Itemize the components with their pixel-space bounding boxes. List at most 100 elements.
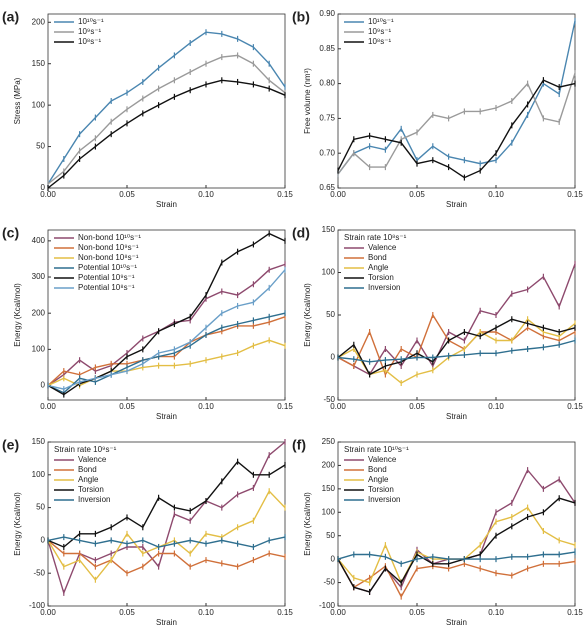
x-tick-label: 0.15 (277, 608, 293, 617)
x-tick-label: 0.05 (119, 608, 135, 617)
y-axis-label: Energy (Kcal/mol) (13, 283, 22, 347)
legend-label: Angle (368, 475, 389, 484)
series-line (47, 316, 286, 387)
legend-label: Potential 10¹⁰s⁻¹ (78, 263, 137, 272)
legend-label: Angle (78, 475, 99, 484)
plot-frame (337, 13, 576, 189)
series-line (337, 20, 576, 175)
legend-label: 10⁹s⁻¹ (368, 27, 392, 36)
series-line (337, 506, 576, 585)
x-tick-label: 0.05 (409, 402, 425, 411)
legend-label: Non-bond 10⁹s⁻¹ (78, 243, 139, 252)
series-line (47, 269, 286, 390)
y-tick-label: 100 (32, 100, 46, 109)
legend-label: 10¹⁰s⁻¹ (368, 17, 394, 26)
x-tick-label: 0.00 (330, 402, 346, 411)
series-line (47, 536, 286, 548)
x-axis-label: Strain (156, 200, 177, 209)
y-axis-label: Energy (Kcal/mol) (303, 283, 312, 347)
x-tick-label: 0.05 (409, 190, 425, 199)
series-line (47, 31, 286, 185)
series-line (47, 339, 286, 387)
legend-label: Inversion (78, 495, 110, 504)
legend-label: Bond (368, 253, 387, 262)
y-tick-label: 200 (32, 308, 46, 317)
y-tick-label: 0 (41, 183, 46, 192)
x-tick-label: 0.15 (277, 190, 293, 199)
legend-title: Strain rate 10¹⁰s⁻¹ (344, 445, 409, 454)
x-tick-label: 0.00 (40, 608, 56, 617)
y-tick-label: -100 (29, 601, 46, 610)
series-line (337, 558, 576, 599)
series-line (337, 72, 576, 175)
y-tick-label: 400 (32, 236, 46, 245)
y-tick-label: 0 (41, 381, 46, 390)
y-tick-label: 0.85 (319, 44, 335, 53)
series-line (47, 263, 286, 387)
y-tick-label: 200 (32, 17, 46, 26)
y-tick-label: -50 (33, 568, 45, 577)
x-tick-label: 0.10 (488, 190, 504, 199)
legend-label: Potential 10⁹s⁻¹ (78, 273, 135, 282)
y-tick-label: 100 (32, 470, 46, 479)
legend-label: Angle (368, 263, 389, 272)
legend-label: Torsion (368, 485, 394, 494)
y-axis-label: Stress (MPa) (13, 77, 22, 124)
plot-frame (47, 13, 286, 189)
plot-frame (337, 441, 576, 607)
x-axis-label: Strain (446, 412, 467, 421)
legend-label: 10⁸s⁻¹ (368, 37, 391, 46)
series-line (337, 313, 576, 377)
x-tick-label: 0.15 (567, 608, 583, 617)
legend-title: Strain rate 10⁸s⁻¹ (344, 233, 407, 242)
series-line (47, 441, 286, 596)
y-axis-label: Energy (Kcal/mol) (303, 492, 312, 556)
series-line (47, 54, 286, 185)
legend-label: Inversion (368, 495, 400, 504)
x-tick-label: 0.10 (198, 402, 214, 411)
series-line (337, 339, 576, 363)
series-line (337, 497, 576, 593)
y-tick-label: 0.75 (319, 114, 335, 123)
y-tick-label: 50 (326, 531, 335, 540)
plot-frame (47, 441, 286, 607)
legend-label: Bond (78, 465, 97, 474)
y-tick-label: 250 (322, 437, 336, 446)
series-line (337, 318, 576, 376)
y-tick-label: 0.65 (319, 183, 335, 192)
y-axis-label: Free volume (nm³) (303, 68, 312, 134)
series-line (337, 318, 576, 384)
y-tick-label: 50 (326, 310, 335, 319)
x-tick-label: 0.10 (198, 608, 214, 617)
x-axis-label: Strain (446, 200, 467, 209)
legend-label: Potential 10⁸s⁻¹ (78, 283, 135, 292)
x-tick-label: 0.10 (198, 190, 214, 199)
y-tick-label: 150 (322, 225, 336, 234)
y-tick-label: 100 (322, 507, 336, 516)
x-tick-label: 0.05 (409, 608, 425, 617)
x-axis-label: Strain (156, 618, 177, 626)
series-line (47, 539, 286, 575)
legend-label: Bond (368, 465, 387, 474)
y-tick-label: 300 (32, 272, 46, 281)
y-tick-label: -50 (323, 395, 335, 404)
legend-label: Valence (368, 455, 397, 464)
panel-label: (c) (2, 225, 19, 241)
x-tick-label: 0.10 (488, 608, 504, 617)
series-line (47, 460, 286, 548)
panel-label: (b) (292, 9, 310, 25)
y-tick-label: 0.80 (319, 79, 335, 88)
y-tick-label: 0.90 (319, 9, 335, 18)
x-tick-label: 0.15 (567, 402, 583, 411)
x-axis-label: Strain (156, 412, 177, 421)
y-tick-label: 100 (32, 344, 46, 353)
legend-label: Torsion (78, 485, 104, 494)
panel-label: (a) (2, 9, 19, 25)
legend-label: 10⁹s⁻¹ (78, 27, 102, 36)
series-line (47, 232, 286, 396)
x-axis-label: Strain (446, 618, 467, 626)
x-tick-label: 0.00 (330, 190, 346, 199)
y-tick-label: 50 (36, 503, 45, 512)
x-tick-label: 0.10 (488, 402, 504, 411)
